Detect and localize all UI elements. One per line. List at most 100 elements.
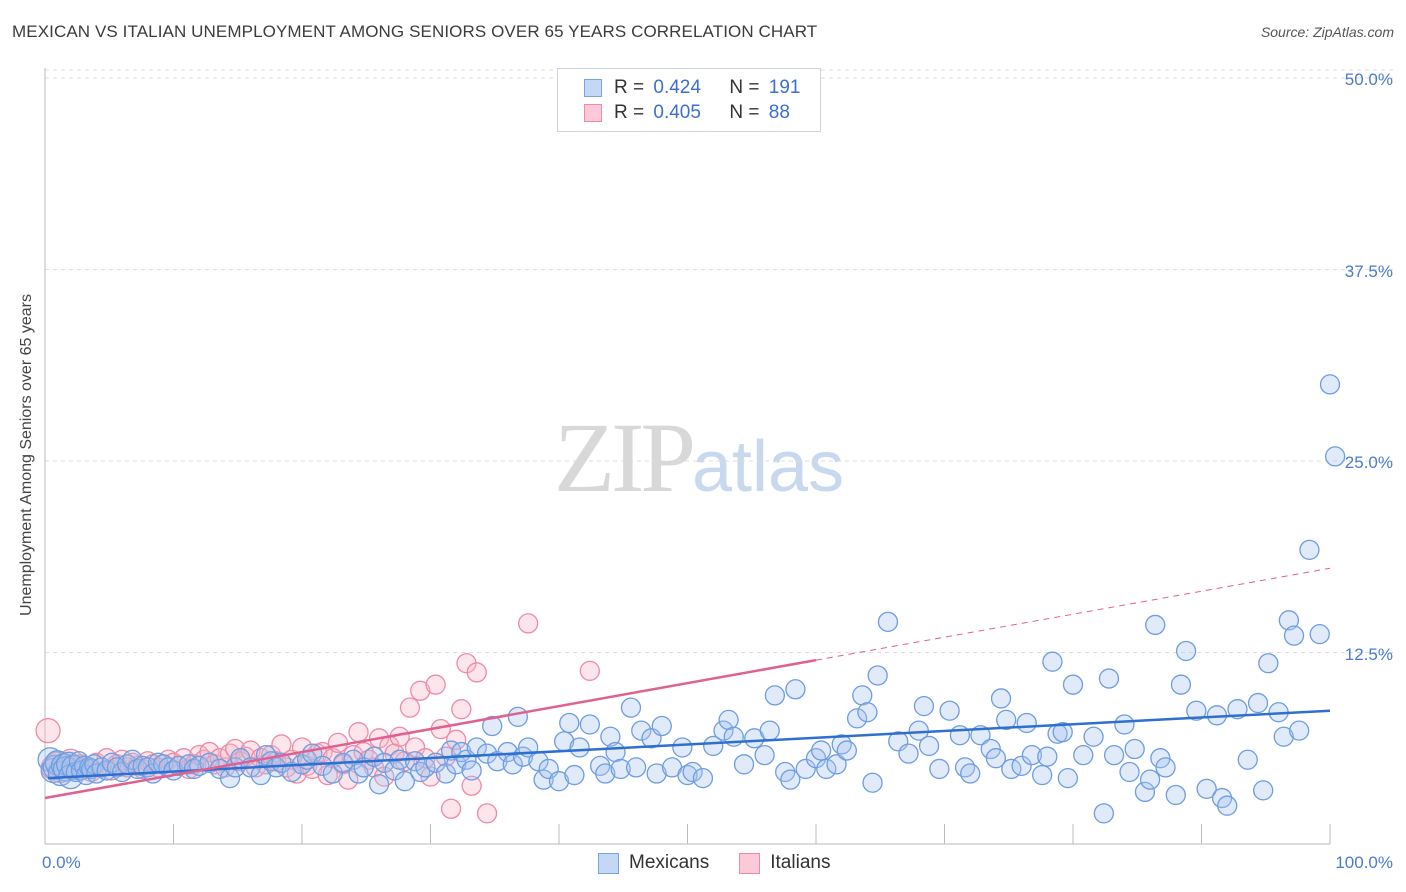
trend-line-italians bbox=[44, 658, 817, 800]
point-mexicans bbox=[836, 740, 857, 761]
point-mexicans bbox=[1196, 778, 1217, 799]
legend-row-mexicans: R = 0.424 N = 191 bbox=[584, 77, 801, 98]
point-mexicans bbox=[1165, 784, 1186, 806]
point-mexicans bbox=[1057, 767, 1079, 789]
point-mexicans bbox=[1237, 749, 1258, 770]
point-mexicans bbox=[1319, 374, 1341, 395]
legend-r-label: R = bbox=[614, 77, 645, 98]
point-mexicans bbox=[682, 761, 703, 783]
point-mexicans bbox=[1227, 699, 1248, 720]
point-mexicans bbox=[733, 754, 755, 775]
point-mexicans bbox=[651, 715, 672, 737]
point-mexicans bbox=[466, 737, 487, 758]
point-mexicans bbox=[569, 737, 590, 758]
point-mexicans bbox=[507, 706, 529, 727]
point-mexicans bbox=[1042, 651, 1063, 672]
point-mexicans bbox=[1119, 761, 1140, 783]
point-mexicans bbox=[1155, 757, 1176, 778]
legend-item-mexicans[interactable]: Mexicans bbox=[598, 852, 709, 874]
point-mexicans bbox=[1098, 668, 1120, 689]
legend-n-value: 191 bbox=[768, 77, 801, 98]
point-mexicans bbox=[764, 685, 786, 706]
point-mexicans bbox=[718, 709, 739, 731]
point-mexicans bbox=[1134, 781, 1156, 803]
point-mexicans bbox=[692, 767, 714, 789]
y-tick-label: 37.5% bbox=[1344, 261, 1393, 281]
point-mexicans bbox=[533, 769, 554, 790]
point-mexicans bbox=[1083, 726, 1104, 747]
legend-r-value: 0.405 bbox=[653, 102, 701, 123]
point-mexicans bbox=[1247, 692, 1269, 714]
point-mexicans bbox=[1016, 712, 1037, 734]
watermark: ZIPatlas bbox=[554, 400, 844, 515]
point-mexicans bbox=[672, 737, 693, 758]
y-axis-label: Unemployment Among Seniors over 65 years bbox=[18, 294, 35, 616]
point-mexicans bbox=[1073, 744, 1094, 766]
point-mexicans bbox=[1021, 744, 1043, 766]
point-mexicans bbox=[913, 695, 935, 717]
point-mexicans bbox=[579, 714, 600, 735]
point-mexicans bbox=[867, 665, 888, 686]
point-mexicans bbox=[1037, 746, 1058, 767]
point-italians bbox=[440, 798, 462, 819]
point-mexicans bbox=[312, 755, 333, 777]
point-italians bbox=[348, 722, 369, 743]
legend-item-italians[interactable]: Italians bbox=[739, 852, 830, 874]
point-mexicans bbox=[631, 720, 652, 741]
point-mexicans bbox=[1299, 539, 1320, 561]
point-italians bbox=[579, 660, 600, 682]
point-mexicans bbox=[810, 740, 832, 761]
point-mexicans bbox=[1093, 803, 1114, 824]
legend-label-italians: Italians bbox=[770, 852, 831, 873]
point-mexicans bbox=[703, 735, 724, 757]
series-legend: Mexicans Italians bbox=[598, 852, 860, 874]
trend-line-mexicans bbox=[47, 709, 1331, 780]
point-mexicans bbox=[1217, 795, 1238, 816]
point-italians bbox=[404, 737, 426, 758]
point-italians bbox=[410, 680, 431, 701]
point-mexicans bbox=[1114, 714, 1135, 735]
point-mexicans bbox=[404, 751, 426, 772]
point-mexicans bbox=[1145, 614, 1166, 636]
point-mexicans bbox=[620, 697, 642, 718]
point-mexicans bbox=[1139, 769, 1161, 790]
point-italians bbox=[461, 775, 482, 796]
point-mexicans bbox=[1175, 640, 1197, 662]
point-italians bbox=[199, 741, 220, 763]
point-mexicans bbox=[877, 611, 899, 633]
point-mexicans bbox=[625, 757, 647, 778]
point-mexicans bbox=[1253, 780, 1274, 801]
point-mexicans bbox=[795, 758, 816, 780]
watermark-zip: ZIP bbox=[554, 402, 696, 513]
watermark-atlas: atlas bbox=[692, 427, 845, 507]
point-mexicans bbox=[816, 758, 837, 780]
point-mexicans bbox=[1052, 722, 1073, 743]
point-italians bbox=[451, 699, 472, 720]
point-italians bbox=[518, 613, 539, 634]
point-mexicans bbox=[1124, 738, 1145, 760]
point-mexicans bbox=[780, 769, 801, 790]
point-mexicans bbox=[482, 715, 503, 737]
point-mexicans bbox=[826, 754, 847, 775]
point-mexicans bbox=[1278, 610, 1300, 631]
legend-r-label: R = bbox=[614, 102, 645, 123]
y-tick-label: 50.0% bbox=[1344, 70, 1393, 89]
point-mexicans bbox=[1103, 744, 1125, 766]
point-mexicans bbox=[646, 763, 667, 784]
point-mexicans bbox=[497, 741, 518, 763]
legend-swatch-mexicans bbox=[584, 79, 602, 97]
chart-title: MEXICAN VS ITALIAN UNEMPLOYMENT AMONG SE… bbox=[12, 22, 818, 41]
point-mexicans bbox=[1011, 755, 1032, 777]
point-mexicans bbox=[281, 761, 302, 783]
y-tick-label: 12.5% bbox=[1344, 644, 1393, 664]
y-tick-label: 25.0% bbox=[1344, 453, 1393, 472]
point-mexicans bbox=[918, 735, 940, 757]
point-mexicans bbox=[1324, 446, 1346, 467]
point-mexicans bbox=[368, 774, 390, 795]
correlation-legend: R = 0.424 N = 191 R = 0.405 N = 88 bbox=[557, 68, 821, 132]
point-mexicans bbox=[605, 741, 626, 763]
x-tick-label-min: 0.0% bbox=[42, 853, 81, 872]
point-mexicans bbox=[996, 709, 1017, 731]
point-mexicans bbox=[785, 679, 806, 700]
point-italians bbox=[399, 697, 421, 718]
